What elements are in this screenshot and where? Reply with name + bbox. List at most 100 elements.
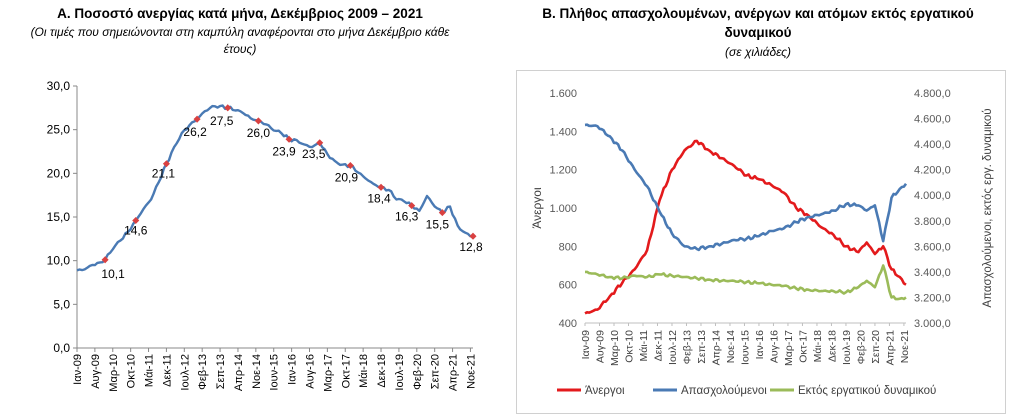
chart-a-data-label: 23,5	[302, 147, 326, 161]
chart-b-x-tick-label: Ιουλ-19	[841, 330, 853, 365]
chart-b-legend-label: Άνεργοι	[585, 385, 625, 397]
chart-b-x-tick-label: Μαρ-10	[609, 330, 621, 366]
chart-b-right-tick-label: 4.000,0	[914, 190, 951, 202]
chart-a-y-tick-label: 15,0	[47, 210, 71, 224]
chart-b-x-tick-label: Δεκ-18	[826, 330, 838, 362]
chart-a-title: Α. Ποσοστό ανεργίας κατά μήνα, Δεκέμβριο…	[57, 6, 423, 21]
chart-a-data-label: 10,1	[101, 267, 125, 281]
chart-a-december-marker	[469, 232, 477, 240]
chart-b-x-tick-label: Φεβ-20	[855, 330, 867, 364]
chart-b-right-axis-title: Απασχολούμενοι, εκτός εργ. δυναμικού	[982, 108, 994, 307]
chart-a-data-label: 16,3	[395, 210, 419, 224]
chart-b-left-axis-title: Άνεργοι	[530, 187, 544, 229]
chart-b-x-tick-label: Ιαν-16	[754, 330, 766, 360]
chart-b-left-tick-label: 1.000	[549, 203, 577, 215]
chart-a-y-tick-label: 25,0	[47, 123, 71, 137]
chart-b-left-tick-label: 400	[559, 318, 577, 330]
chart-b-legend-label: Απασχολούμενοι	[681, 385, 767, 397]
chart-a-december-marker	[254, 117, 262, 125]
chart-b-right-tick-label: 3.600,0	[914, 241, 951, 253]
chart-a-x-tick-label: Φεβ-13	[197, 354, 209, 390]
chart-a-line	[76, 104, 474, 272]
chart-a-data-label: 21,1	[152, 167, 176, 181]
chart-a-subtitle: (Οι τιμές που σημειώνονται στη καμπύλη α…	[30, 25, 450, 56]
chart-a-data-label: 18,4	[367, 191, 391, 205]
chart-b-x-tick-label: Σεπ-20	[870, 330, 882, 364]
chart-a-y-tick-label: 0,0	[53, 341, 70, 355]
chart-a-x-tick-label: Δεκ-18	[376, 354, 388, 388]
chart-a-y-tick-label: 5,0	[53, 297, 70, 311]
chart-a-december-marker	[438, 209, 446, 217]
chart-b-right-tick-label: 3.800,0	[914, 216, 951, 228]
chart-a-x-tick-label: Σεπ-13	[215, 354, 227, 389]
chart-b-x-tick-label: Οκτ-17	[797, 330, 809, 363]
chart-a-x-tick-label: Δεκ-11	[161, 354, 173, 387]
chart-b-x-tick-label: Μάι-18	[812, 330, 824, 362]
chart-b-x-tick-label: Μαρ-17	[783, 330, 795, 366]
chart-b-x-tick-label: Απρ-21	[884, 330, 896, 366]
chart-a-december-marker	[346, 161, 354, 170]
chart-a-x-tick-label: Απρ-14	[233, 354, 245, 391]
chart-a-y-tick-label: 10,0	[47, 254, 71, 268]
chart-a-data-label: 27,5	[210, 114, 234, 128]
chart-b-x-tick-label: Φεβ-13	[681, 330, 693, 364]
chart-b-line-unemployed	[584, 139, 907, 315]
chart-a-x-tick-label: Απρ-21	[448, 354, 460, 391]
chart-b-right-tick-label: 3.400,0	[914, 267, 951, 279]
chart-a-y-tick-label: 20,0	[47, 166, 71, 180]
chart-b-left-tick-label: 800	[559, 241, 577, 253]
chart-a-data-label: 20,9	[335, 170, 359, 184]
chart-a-x-tick-label: Ιουλ-19	[394, 354, 406, 391]
chart-b-right-tick-label: 3.000,0	[914, 318, 951, 330]
chart-a-data-label: 23,9	[272, 144, 296, 158]
chart-b-right-tick-label: 4.200,0	[914, 165, 951, 177]
chart-b-x-tick-label: Ιουλ-12	[667, 330, 679, 365]
chart-a-december-marker	[408, 202, 416, 210]
chart-a-x-tick-label: Νοε-14	[251, 354, 263, 389]
chart-a-december-marker	[285, 135, 293, 143]
chart-a-data-label: 15,5	[426, 218, 450, 232]
chart-b-right-tick-label: 3.200,0	[914, 292, 951, 304]
chart-a-data-label: 12,8	[459, 240, 483, 254]
chart-b-legend-label: Εκτός εργατικού δυναμικού	[798, 385, 936, 397]
chart-a-december-marker	[162, 160, 170, 168]
chart-b-subtitle: (σε χιλιάδες)	[725, 45, 791, 59]
chart-b-left-tick-label: 1.600	[549, 88, 577, 100]
chart-b-right-tick-label: 4.600,0	[914, 114, 951, 126]
chart-b-x-tick-label: Σεπ-13	[696, 330, 708, 364]
chart-b-x-tick-label: Ιουν-15	[739, 330, 751, 365]
chart-a-data-label: 14,6	[124, 223, 148, 237]
chart-a-x-tick-label: Σεπ-20	[430, 354, 442, 389]
chart-a-december-marker	[316, 139, 324, 147]
chart-b-x-tick-label: Ιαν-09	[580, 330, 592, 360]
chart-a-x-tick-label: Μάι-18	[358, 354, 370, 388]
chart-b-right-tick-label: 4.800,0	[914, 88, 951, 100]
chart-a-december-marker	[377, 183, 385, 191]
chart-a-december-marker	[101, 256, 109, 264]
chart-b-x-tick-label: Οκτ-10	[623, 330, 635, 363]
chart-b-line-inactive	[585, 264, 907, 301]
chart-b-x-tick-label: Αυγ-09	[594, 330, 606, 363]
chart-b-x-tick-label: Δεκ-11	[652, 330, 664, 362]
chart-b-x-tick-label: Απρ-14	[710, 330, 722, 366]
chart-a-december-marker	[224, 104, 232, 112]
chart-a-x-tick-label: Οκτ-10	[126, 354, 138, 388]
chart-a-data-label: 26,0	[247, 126, 271, 140]
chart-a-december-marker	[193, 115, 201, 123]
chart-b-frame	[516, 70, 1006, 414]
chart-b-x-tick-label: Αυγ-16	[768, 330, 780, 363]
chart-b-left-tick-label: 1.400	[549, 126, 577, 138]
chart-a-x-tick-label: Ιαν-09	[72, 354, 84, 385]
chart-a-december-marker	[132, 216, 140, 225]
chart-a-x-tick-label: Μάι-11	[144, 354, 156, 387]
chart-a-x-tick-label: Αυγ-09	[90, 354, 102, 389]
chart-a-x-tick-label: Νοε-21	[465, 354, 477, 389]
chart-a-x-tick-label: Φεβ-20	[412, 354, 424, 390]
chart-b-x-tick-label: Μάι-11	[638, 330, 650, 362]
chart-a-data-label: 26,2	[183, 125, 207, 139]
chart-b-x-tick-label: Νοε-14	[725, 330, 737, 363]
chart-a-x-tick-label: Αυγ-16	[304, 354, 316, 389]
chart-b-x-tick-label: Νοε-21	[899, 330, 911, 363]
chart-a-x-tick-label: Ιαν-16	[287, 354, 299, 385]
